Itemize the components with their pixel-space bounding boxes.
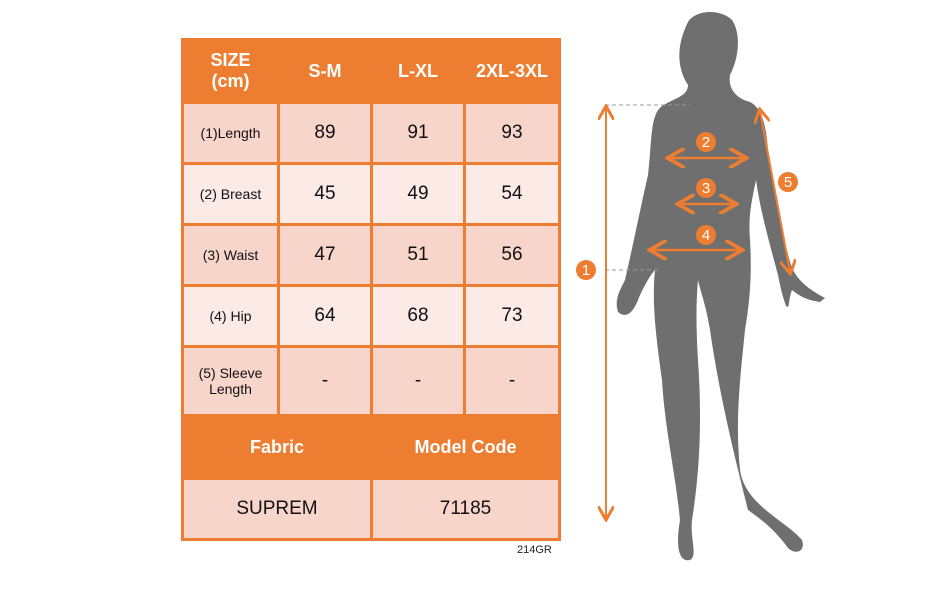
row-label: (4) Hip xyxy=(181,284,280,348)
cell: 49 xyxy=(370,162,466,226)
row-label: (5) Sleeve Length xyxy=(181,345,280,417)
cell: 93 xyxy=(463,101,561,165)
cell: 89 xyxy=(277,101,373,165)
marker-2: 2 xyxy=(702,134,710,151)
silhouette xyxy=(616,11,825,561)
fabric-value: SUPREM xyxy=(181,477,373,541)
cell: - xyxy=(463,345,561,417)
body-measurement-figure: 1 2 3 4 5 xyxy=(576,11,825,561)
table-row: (2) Breast 45 49 54 xyxy=(181,162,561,226)
row-label: (2) Breast xyxy=(181,162,280,226)
cell: 51 xyxy=(370,223,466,287)
cell: 56 xyxy=(463,223,561,287)
table-row: (1)Length 89 91 93 xyxy=(181,101,561,165)
header-l-xl: L-XL xyxy=(370,38,466,104)
cell: 68 xyxy=(370,284,466,348)
model-code-value: 71185 xyxy=(370,477,561,541)
header-s-m: S-M xyxy=(277,38,373,104)
row-label: (3) Waist xyxy=(181,223,280,287)
table-row: (4) Hip 64 68 73 xyxy=(181,284,561,348)
cell: 45 xyxy=(277,162,373,226)
marker-4: 4 xyxy=(702,227,710,244)
cell: - xyxy=(370,345,466,417)
cell: - xyxy=(277,345,373,417)
table-row: (3) Waist 47 51 56 xyxy=(181,223,561,287)
size-chart-table: SIZE (cm) S-M L-XL 2XL-3XL (1)Length 89 … xyxy=(181,38,561,541)
cell: 54 xyxy=(463,162,561,226)
cell: 73 xyxy=(463,284,561,348)
sleeve-arrow xyxy=(760,111,790,272)
footer-code: 214GR xyxy=(517,544,552,556)
marker-3: 3 xyxy=(702,180,710,197)
marker-1: 1 xyxy=(582,262,590,279)
marker-5: 5 xyxy=(784,174,792,191)
header-2xl-3xl: 2XL-3XL xyxy=(463,38,561,104)
cell: 47 xyxy=(277,223,373,287)
fabric-header: Fabric xyxy=(181,414,373,480)
table-row: (5) Sleeve Length - - - xyxy=(181,345,561,417)
header-size: SIZE (cm) xyxy=(181,38,280,104)
row-label: (1)Length xyxy=(181,101,280,165)
model-code-header: Model Code xyxy=(370,414,561,480)
cell: 64 xyxy=(277,284,373,348)
cell: 91 xyxy=(370,101,466,165)
